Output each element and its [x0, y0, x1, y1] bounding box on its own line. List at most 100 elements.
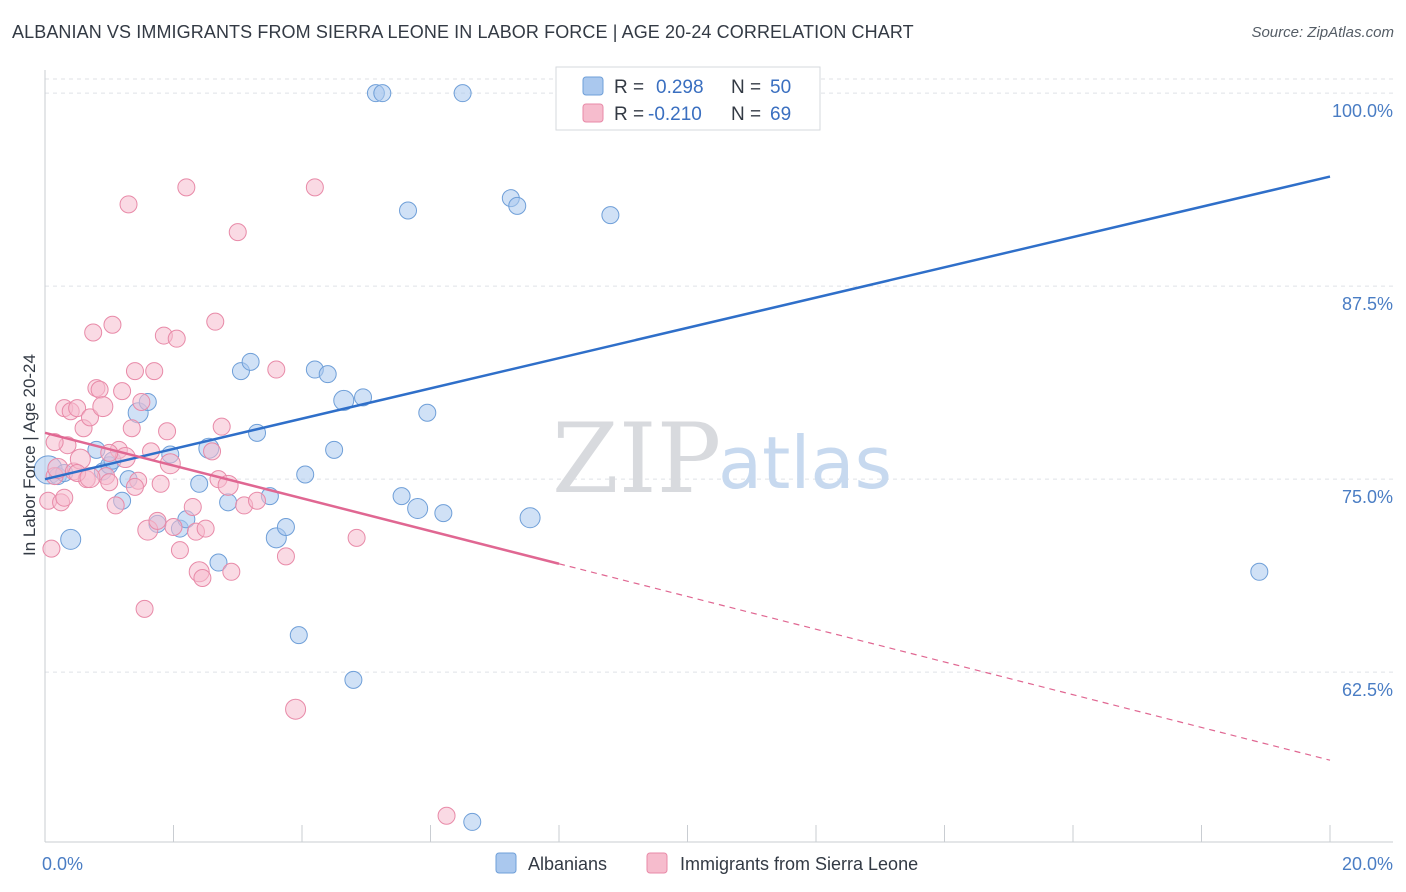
point-sierra-leone-47	[196, 519, 215, 538]
bottom-legend: Albanians Immigrants from Sierra Leone	[495, 852, 918, 874]
y-tick-label-0: 62.5%	[1342, 680, 1393, 700]
point-albanians-26	[289, 626, 308, 645]
watermark-atlas: atlas	[718, 421, 892, 505]
chart-source: Source: ZipAtlas.com	[1251, 24, 1394, 41]
point-sierra-leone-59	[285, 698, 307, 720]
point-sierra-leone-13	[80, 408, 99, 427]
legend-r-label-albanians: R =	[614, 77, 644, 98]
point-sierra-leone-33	[145, 362, 164, 381]
x-tick-label-1: 20.0%	[1342, 854, 1393, 874]
point-albanians-36	[392, 487, 411, 506]
point-albanians-25	[276, 518, 295, 537]
bottom-legend-label-sierra-leone: Immigrants from Sierra Leone	[680, 854, 918, 874]
trend-sierra-leone-solid	[44, 431, 560, 565]
point-albanians-30	[325, 440, 344, 459]
point-sierra-leone-41	[170, 541, 189, 560]
point-sierra-leone-29	[132, 392, 151, 411]
trend-lines	[44, 175, 1331, 761]
point-sierra-leone-57	[267, 360, 286, 379]
legend-swatch-sierra-leone	[582, 103, 604, 123]
point-sierra-leone-35	[151, 474, 170, 493]
point-sierra-leone-9	[68, 399, 87, 418]
point-albanians-40	[434, 504, 453, 523]
point-albanians-3	[60, 528, 82, 550]
point-albanians-21	[241, 352, 260, 371]
point-albanians-31	[333, 389, 355, 411]
point-albanians-32	[344, 670, 363, 689]
point-albanians-39	[418, 403, 437, 422]
point-albanians-38	[407, 497, 429, 519]
point-sierra-leone-58	[276, 547, 295, 566]
point-albanians-35	[373, 84, 392, 103]
chart-title: ALBANIAN VS IMMIGRANTS FROM SIERRA LEONE…	[12, 22, 914, 42]
legend-r-value-albanians: 0.298	[656, 77, 704, 98]
y-tick-label-2: 87.5%	[1342, 294, 1393, 314]
point-sierra-leone-46	[193, 568, 212, 587]
point-sierra-leone-27	[125, 362, 144, 381]
point-sierra-leone-43	[183, 497, 202, 516]
point-albanians-41	[453, 84, 472, 103]
point-sierra-leone-64	[55, 488, 74, 507]
point-sierra-leone-60	[305, 178, 324, 197]
bottom-legend-swatch-sierra-leone	[646, 852, 668, 874]
y-axis-label: In Labor Force | Age 20-24	[20, 354, 39, 556]
point-sierra-leone-63	[45, 433, 64, 452]
stats-legend: R = 0.298 N = 50 R = -0.210 N = 69	[555, 66, 821, 131]
trend-sierra-leone-dashed	[558, 563, 1331, 761]
trend-albanians-solid	[44, 175, 1331, 481]
point-albanians-18	[209, 553, 228, 572]
point-sierra-leone-20	[103, 315, 122, 334]
point-albanians-37	[399, 201, 418, 220]
legend-n-value-albanians: 50	[770, 77, 791, 98]
point-sierra-leone-17	[92, 396, 114, 418]
watermark: ZIP atlas	[552, 403, 892, 515]
y-tick-label-1: 75.0%	[1342, 487, 1393, 507]
point-sierra-leone-54	[228, 223, 247, 242]
legend-n-label-sierra-leone: N =	[731, 104, 761, 125]
point-sierra-leone-49	[206, 312, 225, 331]
point-albanians-42	[463, 812, 482, 831]
point-sierra-leone-53	[222, 562, 241, 581]
point-sierra-leone-30	[135, 599, 154, 618]
point-sierra-leone-51	[212, 417, 231, 436]
bottom-legend-label-albanians: Albanians	[528, 854, 607, 874]
point-sierra-leone-21	[106, 496, 125, 515]
x-tick-labels: 0.0% 20.0%	[42, 854, 1393, 874]
bottom-legend-swatch-albanians	[495, 852, 517, 874]
point-albanians-48	[601, 206, 620, 225]
point-albanians-29	[318, 365, 337, 384]
point-sierra-leone-19	[100, 473, 119, 492]
point-sierra-leone-25	[119, 195, 138, 214]
x-tick-label-0: 0.0%	[42, 854, 83, 874]
legend-n-value-sierra-leone: 69	[770, 104, 791, 125]
point-albanians-19	[219, 493, 238, 512]
point-albanians-27	[296, 465, 315, 484]
point-sierra-leone-48	[203, 442, 222, 461]
point-sierra-leone-61	[347, 528, 366, 547]
point-sierra-leone-68	[125, 477, 144, 496]
legend-swatch-albanians	[582, 76, 604, 96]
point-sierra-leone-37	[158, 422, 177, 441]
y-tick-labels: 62.5% 75.0% 87.5% 100.0%	[1332, 101, 1393, 700]
point-sierra-leone-16	[90, 380, 109, 399]
point-sierra-leone-42	[177, 178, 196, 197]
point-sierra-leone-40	[167, 329, 186, 348]
point-sierra-leone-23	[113, 382, 132, 401]
point-sierra-leone-26	[122, 419, 141, 438]
point-sierra-leone-56	[248, 491, 267, 510]
point-sierra-leone-14	[84, 323, 103, 342]
legend-r-value-sierra-leone: -0.210	[648, 104, 702, 125]
legend-n-label-albanians: N =	[731, 77, 761, 98]
watermark-zip: ZIP	[552, 403, 721, 515]
point-sierra-leone-62	[437, 806, 456, 825]
point-albanians-49	[1250, 562, 1269, 581]
point-albanians-16	[190, 474, 209, 493]
point-albanians-44	[508, 196, 527, 215]
point-albanians-33	[354, 388, 373, 407]
point-sierra-leone-1	[42, 539, 61, 558]
point-sierra-leone-39	[164, 518, 183, 537]
y-tick-label-3: 100.0%	[1332, 101, 1393, 121]
point-sierra-leone-34	[148, 511, 167, 530]
point-albanians-45	[519, 507, 541, 529]
